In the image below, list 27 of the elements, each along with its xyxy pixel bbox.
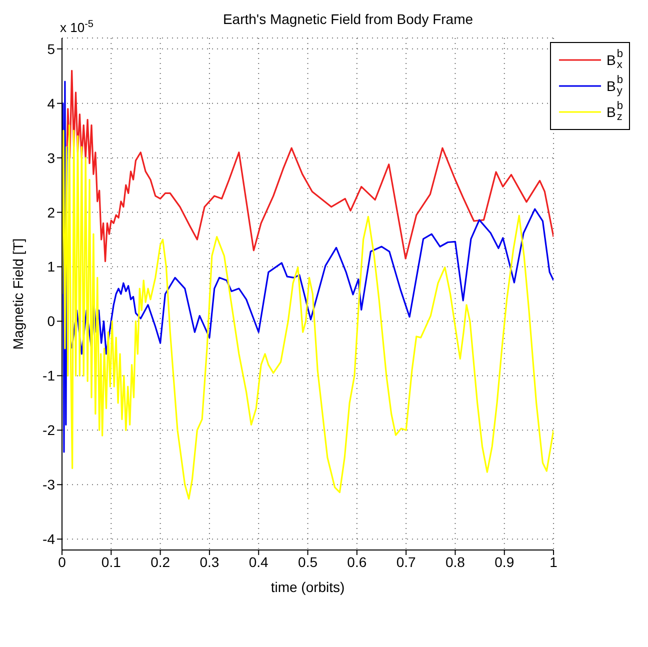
x-tick-label: 0.6 (347, 554, 367, 570)
x-tick-label: 0.3 (200, 554, 220, 570)
x-tick-label: 0.5 (298, 554, 318, 570)
x-tick-label: 0.8 (445, 554, 466, 570)
y-tick-label: -1 (42, 368, 56, 384)
text: x 10$^{-5}$ (60, 18, 94, 35)
x-tick-label: 0.2 (150, 554, 170, 570)
x-tick-label: 1 (550, 554, 558, 570)
y-tick-label: -2 (42, 422, 56, 438)
y-tick-label: 5 (47, 40, 56, 57)
y-tick-label: 3 (47, 150, 56, 166)
line-series (62, 124, 554, 500)
y-axis-title: Magnetic Field [T] (10, 238, 26, 350)
x-tick-label: 0.9 (494, 554, 514, 570)
line-series (65, 70, 554, 262)
x-tick-label: 0.1 (101, 554, 122, 570)
x-axis-title: time (orbits) (270, 579, 345, 595)
y-tick-label: 2 (47, 204, 56, 220)
y-tick-label: 1 (47, 258, 56, 275)
x-tick-label: 0.7 (396, 554, 416, 570)
y-tick-label: -3 (42, 476, 56, 493)
y-tick-label: 0 (47, 313, 56, 330)
x-tick-label: 0 (58, 554, 66, 570)
y-tick-label: 4 (47, 95, 56, 112)
chart-title: Earth's Magnetic Field from Body Frame (222, 11, 474, 27)
y-tick-label: -4 (42, 531, 56, 548)
x-tick-label: 0.4 (248, 554, 269, 570)
